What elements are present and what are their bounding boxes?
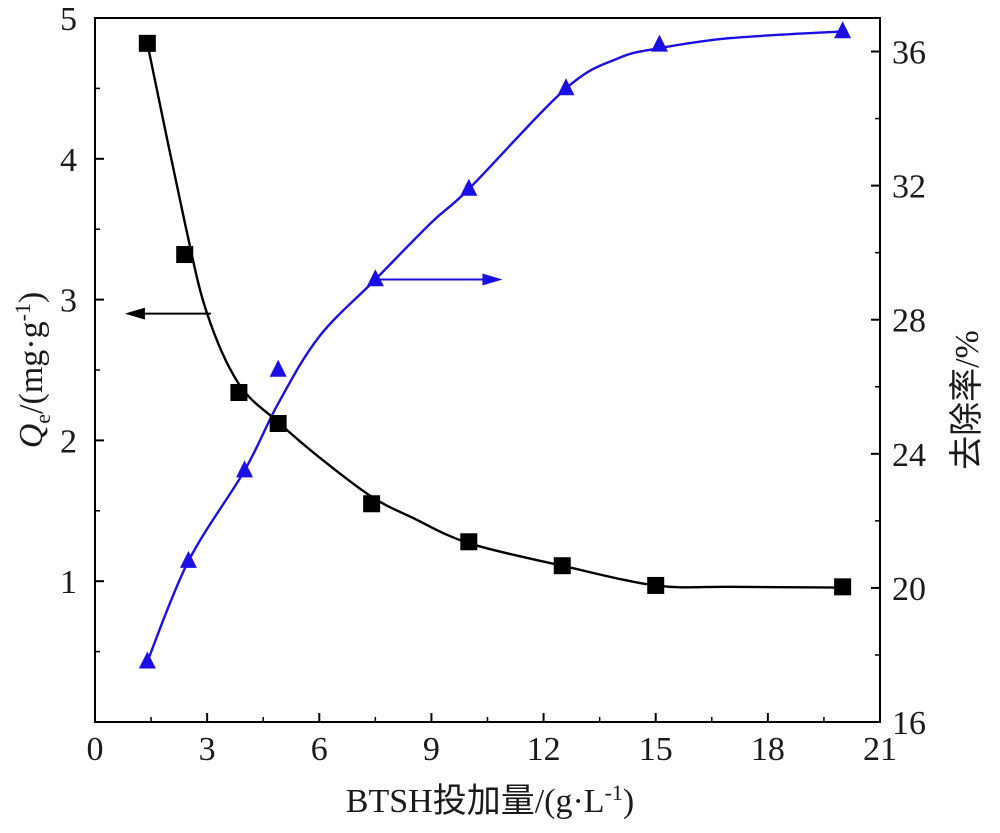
x-tick-label: 21 xyxy=(863,731,897,768)
series-1-point xyxy=(647,576,665,594)
arrow-head xyxy=(482,273,503,286)
series-2-point xyxy=(179,550,197,568)
series-1-point xyxy=(230,384,248,402)
plot-border xyxy=(94,17,881,723)
x-tick-label: 3 xyxy=(199,731,216,768)
y-left-axis-label: Qe/(mg·g-1) xyxy=(10,292,55,449)
series-2-point xyxy=(834,21,852,39)
y-right-axis-label: 去除率/% xyxy=(948,330,986,470)
y-right-tick-label: 32 xyxy=(892,169,926,206)
series-1-point xyxy=(363,495,381,513)
annotation-arrow-2 xyxy=(375,273,503,286)
series-2-point xyxy=(460,178,478,196)
series-1-point xyxy=(834,578,852,596)
y-left-axis-ticks: 1 2 3 4 5 xyxy=(60,1,104,653)
series-2-curve xyxy=(146,30,843,663)
x-axis-label: BTSH投加量/(g·L-1) xyxy=(346,780,634,820)
series-1-point xyxy=(460,533,478,551)
y-left-tick-label: 3 xyxy=(60,283,77,320)
y-right-tick-label: 16 xyxy=(892,705,926,742)
x-tick-label: 6 xyxy=(311,731,328,768)
y-left-tick-label: 4 xyxy=(60,142,77,179)
series-markers xyxy=(138,21,852,669)
x-tick-label: 12 xyxy=(527,731,561,768)
y-left-tick-label: 2 xyxy=(60,423,77,460)
x-tick-label: 9 xyxy=(423,731,440,768)
series-1-point xyxy=(176,246,194,264)
x-axis-ticks: 0 3 6 9 12 15 18 21 xyxy=(87,713,897,768)
y-right-tick-label: 24 xyxy=(892,437,926,474)
annotation-arrows xyxy=(124,273,503,320)
series-2-point xyxy=(236,460,254,478)
series-1-point xyxy=(553,557,571,575)
y-left-tick-label: 5 xyxy=(60,1,77,38)
y-right-axis-ticks: 16 20 24 28 32 36 xyxy=(871,35,926,742)
y-right-tick-label: 28 xyxy=(892,303,926,340)
x-tick-label: 18 xyxy=(751,731,785,768)
annotation-arrow-1 xyxy=(124,307,211,320)
series-curves xyxy=(146,30,843,663)
y-right-tick-label: 20 xyxy=(892,571,926,608)
series-2-point xyxy=(650,34,668,52)
series-2-point xyxy=(138,651,156,669)
y-right-tick-label: 36 xyxy=(892,35,926,72)
x-tick-label: 15 xyxy=(639,731,673,768)
plot-frame xyxy=(94,17,881,723)
series-2-point xyxy=(557,78,575,96)
arrow-head xyxy=(124,307,145,320)
series-1-curve xyxy=(146,43,843,589)
series-1-point xyxy=(138,34,156,52)
series-1-point xyxy=(269,415,287,433)
y-left-tick-label: 1 xyxy=(60,564,77,601)
series-2-point xyxy=(366,269,384,287)
x-tick-label: 0 xyxy=(87,731,104,768)
series-2-point xyxy=(269,359,287,377)
